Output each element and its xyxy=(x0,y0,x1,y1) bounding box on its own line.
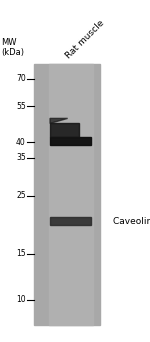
Text: 25: 25 xyxy=(16,191,26,200)
Text: 55: 55 xyxy=(16,102,26,111)
Bar xyxy=(34,64,100,325)
Bar xyxy=(50,218,91,225)
Text: 40: 40 xyxy=(16,138,26,147)
Text: Caveolin 2: Caveolin 2 xyxy=(113,216,150,226)
Text: MW
(kDa): MW (kDa) xyxy=(1,38,24,57)
Text: Rat muscle: Rat muscle xyxy=(64,18,106,61)
Text: 15: 15 xyxy=(16,249,26,258)
Polygon shape xyxy=(50,118,68,123)
Text: 10: 10 xyxy=(16,295,26,304)
Polygon shape xyxy=(50,123,79,137)
Text: 70: 70 xyxy=(16,75,26,83)
Text: 35: 35 xyxy=(16,153,26,162)
Bar xyxy=(49,64,93,325)
Bar xyxy=(50,137,91,145)
